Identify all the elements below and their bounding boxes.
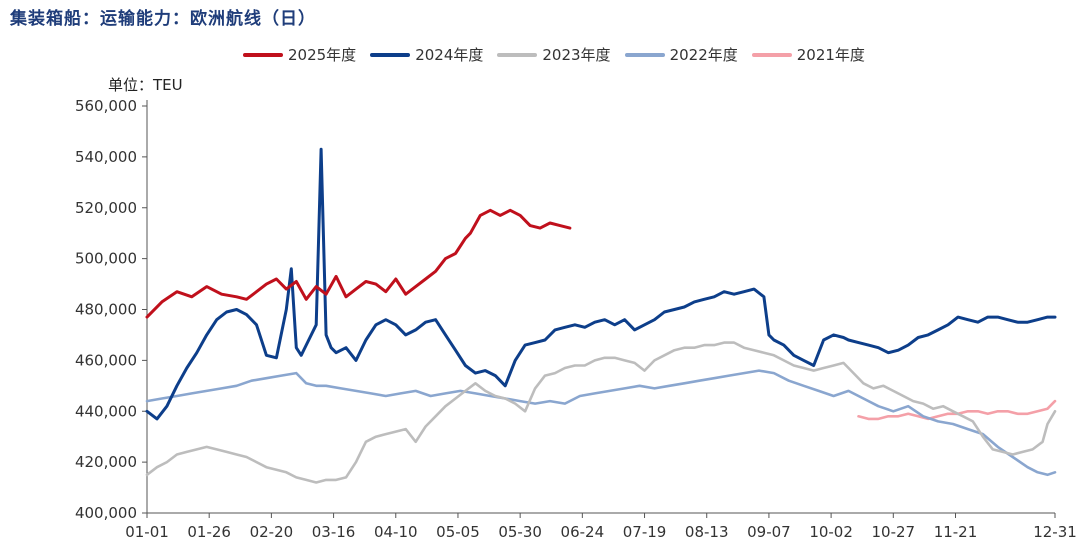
- y-tick-label: 540,000: [75, 148, 137, 166]
- legend-item-2021[interactable]: 2021年度: [751, 44, 865, 65]
- x-tick-label: 02-20: [250, 523, 294, 541]
- series-line-2022年度: [145, 369, 1057, 477]
- x-tick-label: 09-07: [747, 523, 791, 541]
- y-tick-label: 520,000: [75, 199, 137, 217]
- x-tick-label: 05-05: [436, 523, 480, 541]
- y-tick-label: 500,000: [75, 250, 137, 268]
- legend-label-2023: 2023年度: [542, 46, 611, 64]
- x-tick-label: 10-27: [872, 523, 916, 541]
- legend-item-2025[interactable]: 2025年度: [243, 44, 356, 65]
- x-axis: 01-01 01-26 02-20 03-16 04-10 05-05 05-30 06-24…: [125, 512, 1077, 541]
- y-axis: 400,000 420,000 440,000 460,000 480,000 500,0…: [75, 97, 148, 522]
- legend-swatch-2024: [370, 52, 411, 57]
- legend-label-2025: 2025年度: [288, 46, 357, 64]
- series-line-2024年度: [145, 147, 1057, 421]
- y-tick-label: 420,000: [75, 453, 137, 471]
- x-tick-label: 08-13: [685, 523, 729, 541]
- y-tick-label: 460,000: [75, 351, 137, 369]
- x-tick-label: 01-26: [187, 523, 231, 541]
- x-tick-label: 03-16: [312, 523, 356, 541]
- chart-title: 集装箱船：运输能力：欧洲航线（日）: [10, 9, 316, 29]
- y-tick-label: 400,000: [75, 504, 137, 522]
- x-tick-label: 10-02: [809, 523, 853, 541]
- legend-swatch-2023: [497, 52, 538, 57]
- legend-item-2023[interactable]: 2023年度: [497, 44, 611, 65]
- x-tick-label: 06-24: [561, 523, 605, 541]
- legend-label-2024: 2024年度: [415, 46, 484, 64]
- x-tick-label: 01-01: [125, 523, 169, 541]
- legend-item-2022[interactable]: 2022年度: [624, 44, 738, 65]
- legend-label-2022: 2022年度: [669, 46, 738, 64]
- legend-swatch-2025: [243, 52, 283, 57]
- legend: 2025年度 2024年度 2023年度 2022年度 2021年度: [243, 44, 879, 65]
- y-tick-label: 560,000: [75, 97, 137, 115]
- legend-item-2024[interactable]: 2024年度: [370, 44, 483, 65]
- y-tick-label: 440,000: [75, 402, 137, 420]
- x-tick-label: 04-10: [374, 523, 418, 541]
- x-tick-label: 07-19: [623, 523, 667, 541]
- series-group: [145, 147, 1057, 484]
- series-line-2023年度: [145, 341, 1057, 484]
- legend-label-2021: 2021年度: [796, 46, 865, 64]
- x-tick-label: 12-31: [1033, 523, 1077, 541]
- legend-swatch-2021: [751, 52, 792, 57]
- series-line-2025年度: [145, 208, 572, 319]
- legend-swatch-2022: [624, 52, 665, 57]
- x-tick-label: 11-21: [934, 523, 978, 541]
- y-tick-label: 480,000: [75, 301, 137, 319]
- x-tick-label: 05-30: [498, 523, 542, 541]
- unit-label: 单位：TEU: [108, 76, 183, 94]
